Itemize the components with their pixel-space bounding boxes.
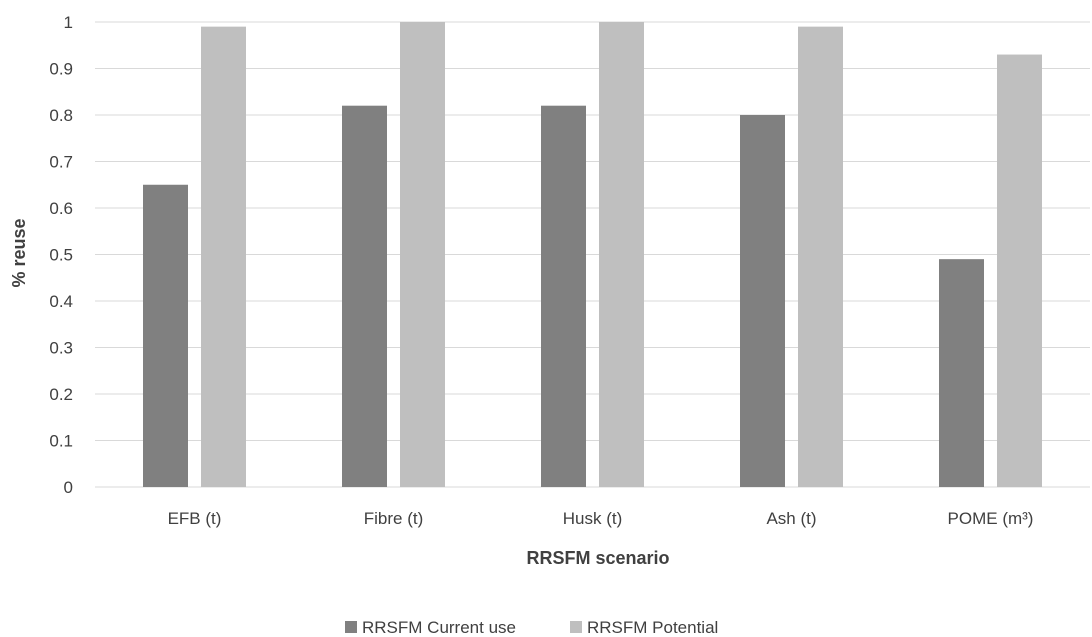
- bar-current-use: [342, 105, 387, 487]
- legend-label: RRSFM Potential: [587, 618, 718, 637]
- y-tick-label: 0.5: [49, 246, 73, 265]
- bar-current-use: [143, 184, 188, 487]
- bar-potential: [599, 22, 644, 487]
- legend: RRSFM Current use RRSFM Potential: [345, 618, 718, 637]
- y-tick-label: 0: [64, 478, 73, 497]
- bar-current-use: [939, 259, 984, 487]
- gridlines: [95, 21, 1090, 488]
- y-axis-ticks: 0 0.1 0.2 0.3 0.4 0.5 0.6 0.7 0.8 0.9 1: [49, 13, 73, 497]
- x-axis-ticks: EFB (t) Fibre (t) Husk (t) Ash (t) POME (m³): [168, 509, 1034, 528]
- bar-potential: [201, 26, 246, 488]
- x-axis-title: RRSFM scenario: [526, 548, 669, 568]
- bar-potential: [798, 26, 843, 488]
- legend-swatch: [345, 621, 357, 633]
- x-tick-label: POME (m³): [948, 509, 1034, 528]
- x-tick-label: EFB (t): [168, 509, 222, 528]
- bar-potential: [997, 54, 1042, 488]
- y-tick-label: 0.9: [49, 60, 73, 79]
- legend-label: RRSFM Current use: [362, 618, 516, 637]
- legend-swatch: [570, 621, 582, 633]
- bar-potential: [400, 22, 445, 487]
- y-tick-label: 0.7: [49, 153, 73, 172]
- y-tick-label: 0.4: [49, 292, 73, 311]
- y-tick-label: 0.8: [49, 106, 73, 125]
- y-tick-label: 1: [64, 13, 73, 32]
- x-tick-label: Fibre (t): [364, 509, 424, 528]
- x-tick-label: Husk (t): [563, 509, 623, 528]
- y-tick-label: 0.1: [49, 432, 73, 451]
- y-tick-label: 0.3: [49, 339, 73, 358]
- x-tick-label: Ash (t): [766, 509, 816, 528]
- y-axis-title: % reuse: [9, 218, 29, 287]
- bar-current-use: [740, 115, 785, 487]
- y-tick-label: 0.2: [49, 385, 73, 404]
- bars: [143, 22, 1042, 488]
- y-tick-label: 0.6: [49, 199, 73, 218]
- bar-current-use: [541, 105, 586, 487]
